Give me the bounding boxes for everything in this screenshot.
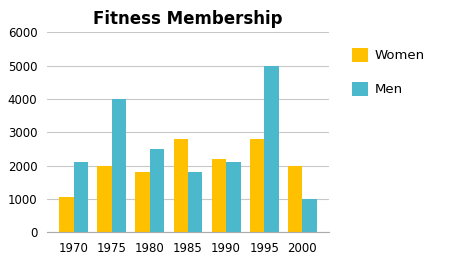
Bar: [97, 166, 112, 232]
Bar: [135, 172, 150, 232]
Bar: [226, 162, 241, 232]
Bar: [250, 139, 264, 232]
Bar: [59, 197, 74, 232]
Legend: Women, Men: Women, Men: [347, 43, 430, 102]
Bar: [264, 66, 279, 232]
Bar: [212, 159, 226, 232]
Bar: [173, 139, 188, 232]
Bar: [74, 162, 88, 232]
Bar: [112, 99, 126, 232]
Bar: [288, 166, 302, 232]
Bar: [188, 172, 203, 232]
Bar: [150, 149, 164, 232]
Bar: [302, 199, 317, 232]
Title: Fitness Membership: Fitness Membership: [93, 10, 283, 28]
